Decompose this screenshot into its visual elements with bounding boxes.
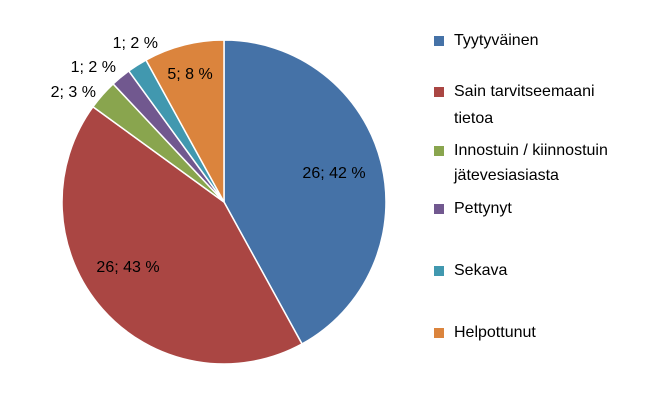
legend-swatch bbox=[434, 204, 444, 214]
pie-slice bbox=[61, 105, 304, 365]
legend-label: Sekava bbox=[454, 262, 508, 279]
legend-item-pettynyt: Pettynyt bbox=[434, 198, 666, 220]
pie-data-label: 1; 2 % bbox=[71, 59, 116, 76]
pie-slice bbox=[144, 39, 225, 203]
legend-label: Sain tarvitseemaani bbox=[454, 83, 595, 100]
legend-item-tyytyvainen: Tyytyväinen bbox=[434, 30, 666, 52]
pie-data-label: 2; 3 % bbox=[51, 84, 96, 101]
legend-item-sain-tarvitseemaani-tietoa: Sain tarvitseemaani tietoa bbox=[434, 81, 666, 130]
pie-data-label: 26; 43 % bbox=[96, 259, 159, 276]
legend-label: Tyytyväinen bbox=[454, 32, 539, 49]
legend-label: Pettynyt bbox=[454, 200, 512, 217]
pie-data-label: 26; 42 % bbox=[302, 165, 365, 182]
legend-swatch bbox=[434, 36, 444, 46]
legend-label-line2: jätevesiasiasta bbox=[454, 167, 559, 184]
legend-swatch bbox=[434, 87, 444, 97]
legend-item-innostuin: Innostuin / kiinnostuin jätevesiasiasta bbox=[434, 140, 666, 187]
legend-swatch bbox=[434, 146, 444, 156]
legend: Tyytyväinen Sain tarvitseemaani tietoa I… bbox=[434, 30, 666, 341]
pie-data-label: 5; 8 % bbox=[167, 66, 212, 83]
pie-slice bbox=[223, 39, 387, 345]
legend-item-helpottunut: Helpottunut bbox=[434, 322, 666, 344]
legend-swatch bbox=[434, 328, 444, 338]
legend-label: Helpottunut bbox=[454, 324, 536, 341]
pie-slices bbox=[61, 39, 387, 365]
pie-data-label: 1; 2 % bbox=[113, 35, 158, 52]
pie-data-labels: 26; 42 % 26; 43 % 2; 3 % 1; 2 % 1; 2 % 5; 8 % bbox=[51, 35, 366, 276]
legend-swatch bbox=[434, 266, 444, 276]
legend-label-line2: tietoa bbox=[454, 110, 494, 127]
legend-item-sekava: Sekava bbox=[434, 260, 666, 282]
legend-label: Innostuin / kiinnostuin bbox=[454, 142, 608, 159]
